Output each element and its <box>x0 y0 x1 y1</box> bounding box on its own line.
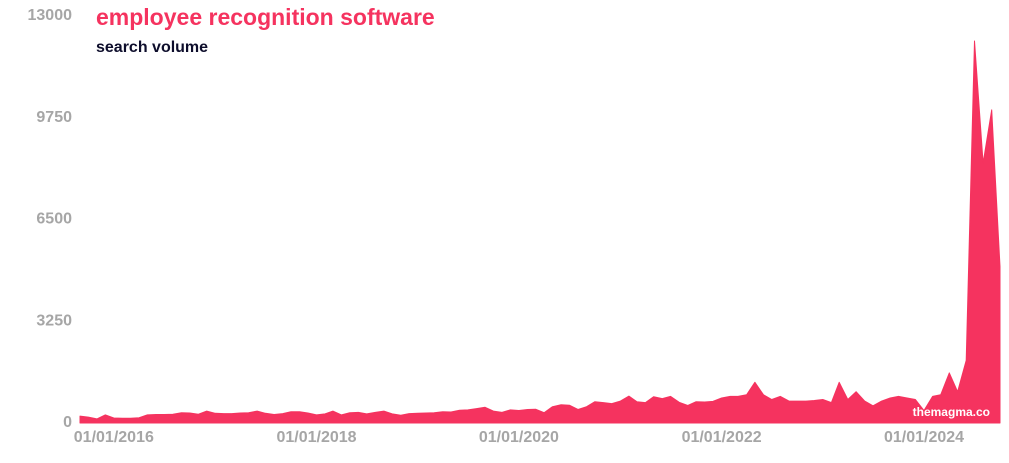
x-tick-label: 01/01/2018 <box>276 429 356 446</box>
x-tick-label: 01/01/2016 <box>74 429 154 446</box>
chart-subtitle: search volume <box>96 39 208 56</box>
x-tick-label: 01/01/2022 <box>682 429 762 446</box>
area <box>79 40 1001 424</box>
x-tick-label: 01/01/2020 <box>479 429 559 446</box>
y-tick-label: 0 <box>63 414 72 431</box>
watermark: themagma.co <box>913 405 990 419</box>
y-tick-label: 3250 <box>36 312 72 329</box>
y-tick-label: 13000 <box>28 7 73 24</box>
y-tick-label: 9750 <box>36 109 72 126</box>
x-tick-label: 01/01/2024 <box>884 429 964 446</box>
y-tick-label: 6500 <box>36 211 72 228</box>
chart-title: employee recognition software <box>96 4 435 30</box>
